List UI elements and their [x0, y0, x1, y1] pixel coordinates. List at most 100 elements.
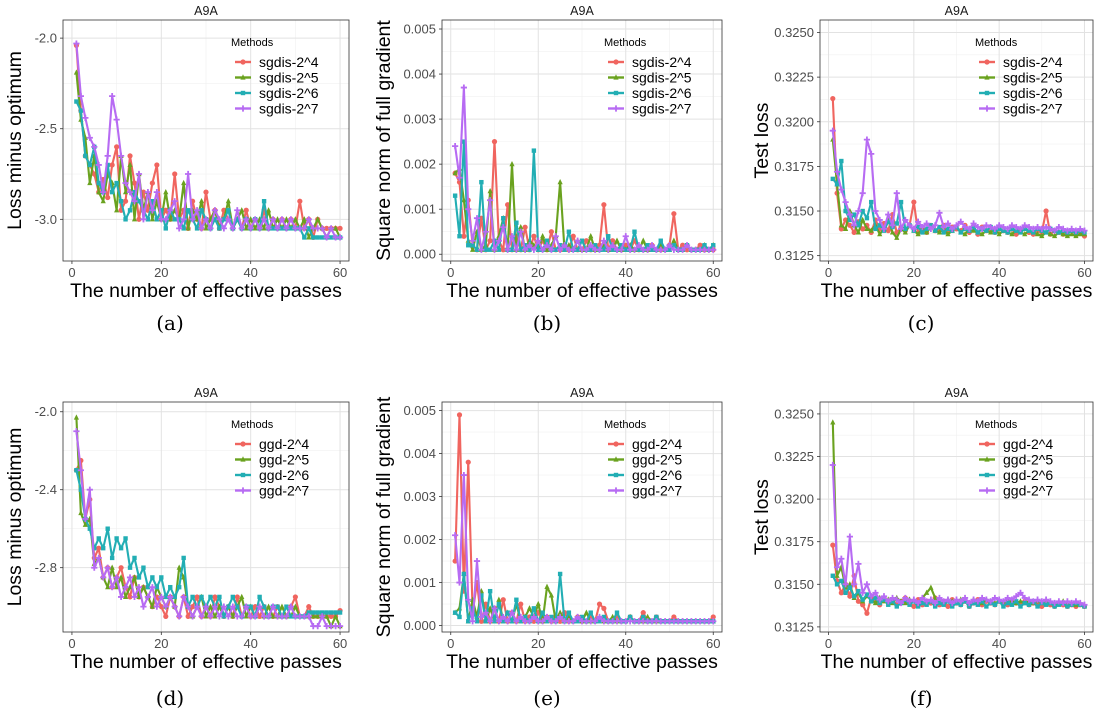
data-point — [473, 557, 481, 565]
y-tick-label: -2.8 — [35, 560, 57, 575]
data-point — [211, 603, 219, 610]
data-point — [73, 40, 80, 47]
data-point — [474, 619, 480, 624]
data-point — [167, 593, 174, 601]
y-tick-label: 0.005 — [403, 22, 436, 37]
data-point — [588, 610, 593, 615]
data-point — [641, 614, 646, 620]
data-point — [287, 603, 295, 610]
data-point — [859, 190, 866, 197]
data-point — [575, 247, 580, 252]
data-point — [189, 216, 196, 223]
data-point — [275, 604, 280, 609]
data-point — [954, 600, 959, 606]
data-point — [126, 574, 134, 581]
data-point — [492, 619, 497, 624]
data-point — [970, 227, 977, 233]
chart-title: A9A — [570, 386, 594, 400]
data-point — [889, 229, 896, 235]
data-point — [474, 247, 480, 252]
chart-title: A9A — [945, 386, 969, 400]
data-point — [531, 148, 537, 153]
legend-title: Methods — [975, 37, 1018, 49]
data-point — [500, 247, 506, 253]
data-point — [465, 206, 472, 213]
data-point — [601, 605, 607, 611]
data-point — [508, 233, 516, 240]
data-point — [1018, 604, 1023, 609]
panel-border — [819, 401, 1094, 633]
chart-panel-2: 0 20 40 60 0.000 0.001 0.002 0.003 0.004 0.005 A9A… — [373, 4, 723, 335]
data-point — [984, 228, 989, 233]
data-point — [979, 599, 985, 604]
data-point — [203, 613, 209, 619]
data-point — [872, 599, 879, 606]
legend-label: ggd-2^6 — [1003, 467, 1053, 483]
data-point — [1072, 598, 1080, 605]
legend-label: ggd-2^5 — [632, 452, 682, 468]
data-point — [1038, 598, 1045, 605]
data-point — [864, 225, 870, 231]
data-point — [140, 216, 147, 223]
data-point — [141, 565, 146, 570]
data-point — [461, 196, 467, 203]
legend-key-marker — [240, 59, 246, 65]
data-point — [332, 613, 339, 619]
data-point — [176, 564, 182, 570]
data-point — [1000, 598, 1007, 605]
data-point — [260, 216, 268, 223]
data-point — [278, 216, 286, 223]
data-point — [843, 590, 848, 596]
data-point — [1043, 208, 1049, 214]
data-point — [100, 189, 107, 196]
data-point — [332, 225, 339, 231]
data-point — [82, 114, 89, 121]
data-point — [167, 216, 173, 222]
data-point — [859, 589, 866, 596]
data-point — [920, 600, 925, 606]
data-point — [847, 222, 853, 228]
data-point — [284, 604, 289, 609]
data-point — [239, 593, 245, 599]
data-point — [226, 208, 231, 213]
data-point — [265, 603, 272, 609]
data-point — [944, 596, 952, 603]
x-tick-label: 60 — [333, 636, 347, 651]
panel-caption: (f) — [909, 686, 932, 710]
data-point — [500, 224, 507, 231]
data-point — [163, 188, 169, 195]
data-point — [149, 603, 155, 609]
data-point — [225, 216, 232, 223]
data-point — [1005, 600, 1010, 606]
data-point — [77, 93, 84, 100]
data-point — [301, 225, 308, 232]
data-point — [483, 247, 488, 252]
legend-label: ggd-2^7 — [632, 483, 682, 499]
data-point — [958, 602, 963, 607]
data-point — [1056, 602, 1062, 607]
data-point — [970, 220, 977, 227]
data-point — [898, 199, 904, 205]
legend-key-marker — [984, 74, 990, 80]
data-point — [588, 247, 593, 252]
data-point — [279, 603, 285, 609]
data-point — [549, 614, 554, 620]
panel-caption: (c) — [908, 311, 935, 335]
data-point — [185, 603, 192, 610]
data-point — [117, 152, 125, 160]
panel-border — [62, 19, 350, 262]
data-point — [897, 225, 905, 232]
data-point — [596, 601, 603, 607]
data-point — [932, 604, 938, 609]
data-point — [1073, 232, 1079, 239]
data-point — [127, 161, 133, 168]
data-point — [868, 599, 874, 604]
legend-key-marker — [984, 59, 990, 65]
data-point — [104, 152, 111, 160]
data-point — [136, 199, 142, 204]
data-point — [504, 618, 511, 625]
data-point — [199, 208, 204, 213]
data-point — [319, 610, 325, 615]
data-point — [105, 526, 110, 531]
